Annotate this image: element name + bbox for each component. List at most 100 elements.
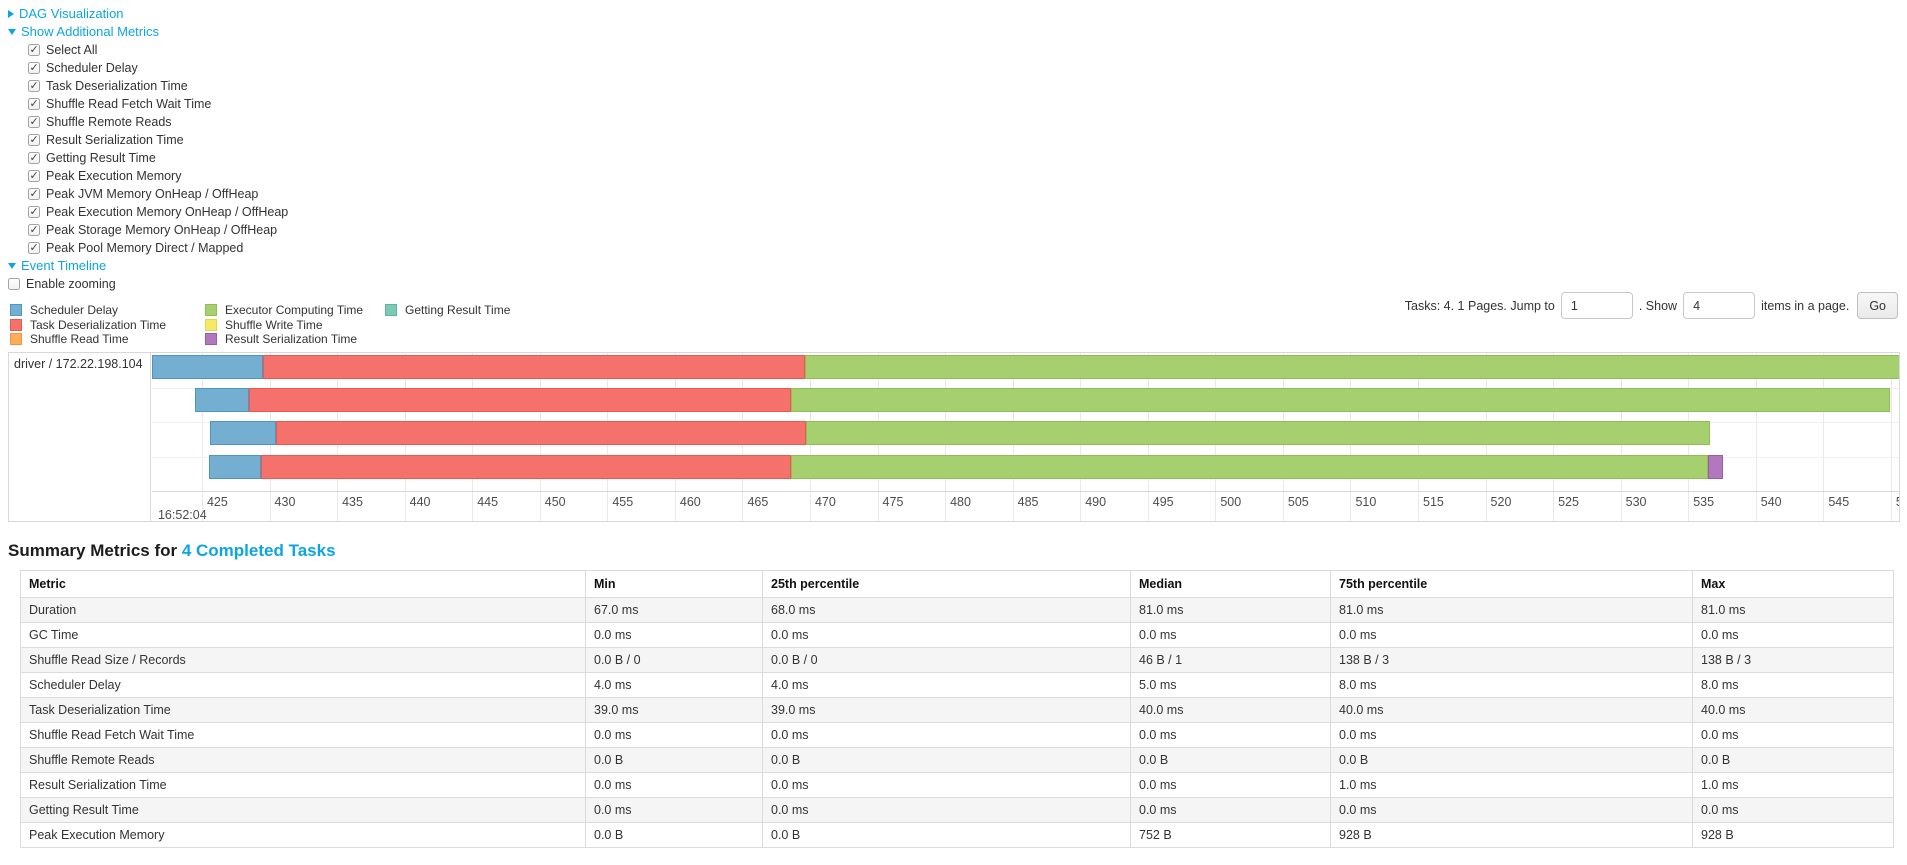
jump-to-page-input[interactable] xyxy=(1560,292,1633,319)
checkbox-icon[interactable] xyxy=(28,187,40,200)
checkbox-icon[interactable] xyxy=(28,43,40,56)
metric-checkbox-shuffle-remote-reads[interactable]: Shuffle Remote Reads xyxy=(28,113,288,131)
legend-item-shuffle-write-time: Shuffle Write Time xyxy=(205,318,385,333)
task-bar-segment-scheduler-delay[interactable] xyxy=(208,454,262,479)
metric-checkbox-shuffle-read-fetch-wait-time[interactable]: Shuffle Read Fetch Wait Time xyxy=(28,95,288,113)
metric-checkbox-peak-execution-memory-onheap-offheap[interactable]: Peak Execution Memory OnHeap / OffHeap xyxy=(28,203,288,221)
metric-value-cell: 0.0 ms xyxy=(762,722,1131,748)
completed-tasks-link[interactable]: 4 Completed Tasks xyxy=(181,541,336,560)
metric-value-cell: 40.0 ms xyxy=(1130,697,1331,723)
dag-visualization-toggle[interactable]: DAG Visualization xyxy=(8,5,288,23)
checkbox-icon[interactable] xyxy=(28,169,40,182)
axis-tick-label: 475 xyxy=(882,495,904,509)
items-per-page-input[interactable] xyxy=(1683,292,1756,319)
grid-line xyxy=(1553,492,1555,521)
axis-tick-label: 465 xyxy=(747,495,769,509)
checkbox-label: Peak JVM Memory OnHeap / OffHeap xyxy=(46,187,259,201)
event-timeline-toggle[interactable]: Event Timeline xyxy=(8,257,288,275)
go-button[interactable]: Go xyxy=(1857,292,1898,319)
metric-value-cell: 4.0 ms xyxy=(762,672,1131,698)
metric-checkbox-getting-result-time[interactable]: Getting Result Time xyxy=(28,149,288,167)
task-bar-segment-task-deserialization[interactable] xyxy=(261,454,792,479)
legend-item-task-deserialization-time: Task Deserialization Time xyxy=(10,318,205,333)
task-bar-segment-scheduler-delay[interactable] xyxy=(195,388,250,413)
metric-value-cell: 0.0 ms xyxy=(1692,722,1894,748)
metric-checkbox-result-serialization-time[interactable]: Result Serialization Time xyxy=(28,131,288,149)
legend-item-result-serialization-time: Result Serialization Time xyxy=(205,332,385,347)
task-bar-segment-executor-computing[interactable] xyxy=(791,454,1709,479)
grid-line xyxy=(1282,492,1284,521)
metric-checkbox-peak-storage-memory-onheap-offheap[interactable]: Peak Storage Memory OnHeap / OffHeap xyxy=(28,221,288,239)
checkbox-icon[interactable] xyxy=(28,151,40,164)
metric-checkbox-scheduler-delay[interactable]: Scheduler Delay xyxy=(28,59,288,77)
task-bar-segment-task-deserialization[interactable] xyxy=(276,421,806,446)
checkbox-icon[interactable] xyxy=(28,205,40,218)
row-separator xyxy=(152,387,1899,389)
metric-checkbox-peak-pool-memory-direct-mapped[interactable]: Peak Pool Memory Direct / Mapped xyxy=(28,239,288,257)
metric-value-cell: 0.0 ms xyxy=(1130,797,1331,823)
task-bar-segment-executor-computing[interactable] xyxy=(805,421,1710,446)
task-bar-segment-task-deserialization[interactable] xyxy=(262,355,805,379)
legend-item-executor-computing-time: Executor Computing Time xyxy=(205,303,385,318)
metric-value-cell: 40.0 ms xyxy=(1330,697,1693,723)
task-bar-segment-scheduler-delay[interactable] xyxy=(210,421,277,446)
task-bar-segment-result-serialization[interactable] xyxy=(1708,454,1724,479)
checkbox-icon[interactable] xyxy=(28,79,40,92)
checkbox-icon[interactable] xyxy=(28,223,40,236)
legend-column: Executor Computing Time Shuffle Write Tim… xyxy=(205,303,385,347)
checkbox-icon[interactable] xyxy=(28,97,40,110)
show-additional-metrics-link[interactable]: Show Additional Metrics xyxy=(21,24,160,39)
task-bar-segment-scheduler-delay[interactable] xyxy=(152,355,263,379)
legend-item-getting-result-time: Getting Result Time xyxy=(385,303,510,318)
grid-line xyxy=(201,492,203,521)
enable-zooming-checkbox[interactable]: Enable zooming xyxy=(8,275,288,293)
checkbox-label: Task Deserialization Time xyxy=(46,79,188,93)
checkbox-label: Scheduler Delay xyxy=(46,61,138,75)
axis-tick-label: 425 xyxy=(206,495,228,509)
metric-value-cell: 138 B / 3 xyxy=(1692,647,1894,673)
grid-line xyxy=(674,492,676,521)
items-in-page-text: items in a page. xyxy=(1761,298,1850,313)
legend-label: Shuffle Read Time xyxy=(30,332,129,347)
metric-checkbox-peak-execution-memory[interactable]: Peak Execution Memory xyxy=(28,167,288,185)
checkbox-icon[interactable] xyxy=(28,133,40,146)
metric-value-cell: 0.0 B xyxy=(1692,747,1894,773)
metric-checkbox-peak-jvm-memory-onheap-offheap[interactable]: Peak JVM Memory OnHeap / OffHeap xyxy=(28,185,288,203)
task-bar-segment-task-deserialization[interactable] xyxy=(249,388,792,413)
metric-checkbox-select-all[interactable]: Select All xyxy=(28,41,288,59)
metric-name-cell: Shuffle Read Size / Records xyxy=(20,647,586,673)
task-bar-segment-executor-computing[interactable] xyxy=(804,355,1899,379)
metric-value-cell: 0.0 ms xyxy=(1692,797,1894,823)
metric-value-cell: 81.0 ms xyxy=(1130,597,1331,623)
executor-label: driver / 172.22.198.104 xyxy=(9,353,151,521)
metric-value-cell: 0.0 ms xyxy=(762,797,1131,823)
metric-value-cell: 81.0 ms xyxy=(1692,597,1894,623)
table-row-result-serialization-time: Result Serialization Time 0.0 ms 0.0 ms 0.0… xyxy=(20,772,1894,798)
metric-value-cell: 0.0 ms xyxy=(1692,622,1894,648)
checkbox-icon[interactable] xyxy=(8,278,20,290)
axis-tick-label: 460 xyxy=(679,495,701,509)
metric-value-cell: 0.0 ms xyxy=(762,622,1131,648)
checkbox-icon[interactable] xyxy=(28,115,40,128)
axis-tick-label: 470 xyxy=(814,495,836,509)
show-additional-metrics-toggle[interactable]: Show Additional Metrics xyxy=(8,23,288,41)
metric-value-cell: 0.0 ms xyxy=(1330,797,1693,823)
dag-visualization-link[interactable]: DAG Visualization xyxy=(19,6,124,21)
grid-line xyxy=(1890,492,1892,521)
axis-tick-label: 490 xyxy=(1085,495,1107,509)
metric-value-cell: 1.0 ms xyxy=(1692,772,1894,798)
checkbox-icon[interactable] xyxy=(28,61,40,74)
task-bar-segment-executor-computing[interactable] xyxy=(791,388,1890,413)
enable-zooming-label: Enable zooming xyxy=(26,277,116,291)
metric-value-cell: 68.0 ms xyxy=(762,597,1131,623)
metric-checkbox-task-deserialization-time[interactable]: Task Deserialization Time xyxy=(28,77,288,95)
event-timeline-link[interactable]: Event Timeline xyxy=(21,258,107,273)
timeline-plot-area xyxy=(152,353,1899,491)
checkbox-icon[interactable] xyxy=(28,241,40,254)
grid-line xyxy=(1823,492,1825,521)
metric-value-cell: 4.0 ms xyxy=(585,672,763,698)
grid-line xyxy=(1755,492,1757,521)
checkbox-label: Getting Result Time xyxy=(46,151,156,165)
checkbox-label: Select All xyxy=(46,43,98,57)
table-body: Duration 67.0 ms 68.0 ms 81.0 ms 81.0 ms 81.0… xyxy=(20,597,1894,848)
